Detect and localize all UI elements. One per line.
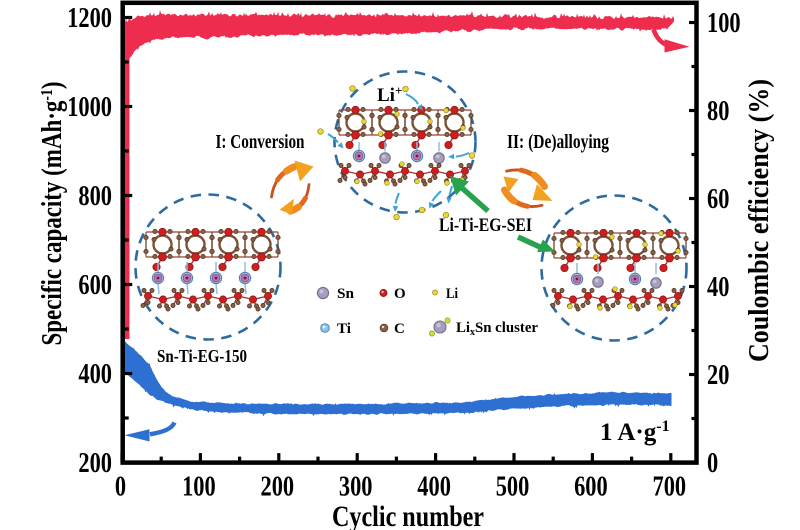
svg-text:O: O <box>394 286 406 302</box>
svg-text:0: 0 <box>115 472 126 503</box>
svg-text:1 A·g-1: 1 A·g-1 <box>600 418 670 446</box>
svg-text:20: 20 <box>707 360 729 391</box>
svg-text:Specific capacity (mAh·g-1): Specific capacity (mAh·g-1) <box>37 82 68 346</box>
svg-text:60: 60 <box>707 184 729 215</box>
svg-text:0: 0 <box>707 448 718 479</box>
svg-text:I: Conversion: I: Conversion <box>216 132 305 153</box>
svg-text:800: 800 <box>78 181 112 212</box>
svg-text:600: 600 <box>78 270 112 301</box>
svg-text:II: (De)alloying: II: (De)alloying <box>507 132 609 153</box>
svg-text:200: 200 <box>78 448 112 479</box>
svg-text:Cyclic number: Cyclic number <box>332 500 484 530</box>
svg-text:Li-Ti-EG-SEI: Li-Ti-EG-SEI <box>439 215 532 236</box>
svg-text:1000: 1000 <box>67 92 112 123</box>
svg-text:LixSn cluster: LixSn cluster <box>456 320 538 338</box>
svg-text:200: 200 <box>261 472 295 503</box>
svg-text:700: 700 <box>653 472 687 503</box>
svg-text:1200: 1200 <box>67 3 112 34</box>
svg-text:40: 40 <box>707 272 729 303</box>
svg-text:100: 100 <box>707 8 741 39</box>
svg-text:500: 500 <box>496 472 530 503</box>
svg-text:400: 400 <box>78 359 112 390</box>
svg-text:Sn: Sn <box>337 286 355 302</box>
svg-text:Ti: Ti <box>337 321 351 337</box>
svg-text:Sn-Ti-EG-150: Sn-Ti-EG-150 <box>157 346 247 366</box>
svg-text:300: 300 <box>339 472 373 503</box>
svg-text:80: 80 <box>707 96 729 127</box>
svg-text:Li: Li <box>446 286 458 302</box>
svg-text:Coulombic efficiency (%): Coulombic efficiency (%) <box>744 79 775 362</box>
svg-text:100: 100 <box>182 472 216 503</box>
svg-text:C: C <box>394 321 405 337</box>
svg-text:600: 600 <box>574 472 608 503</box>
svg-text:400: 400 <box>417 472 451 503</box>
